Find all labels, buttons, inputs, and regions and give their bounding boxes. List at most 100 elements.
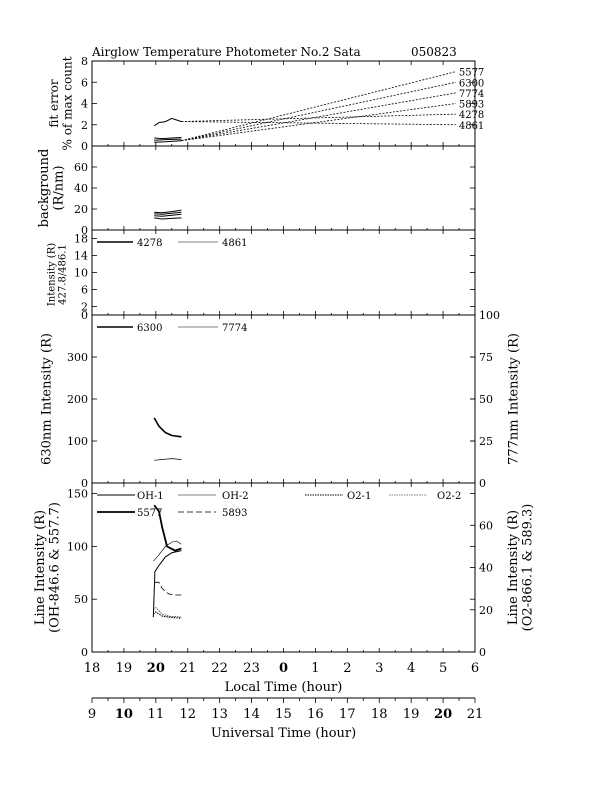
y-axis-label: fit error% of max count bbox=[47, 56, 74, 150]
background-line bbox=[154, 213, 182, 217]
local-time-tick-label: 1 bbox=[311, 661, 319, 676]
local-time-tick-label: 18 bbox=[84, 661, 101, 676]
y-tick-label: 0 bbox=[81, 224, 88, 237]
fit-error-line bbox=[154, 140, 182, 143]
local-time-tick-label: 23 bbox=[243, 661, 260, 676]
local-time-tick-label: 3 bbox=[375, 661, 383, 676]
y-tick-label: 4 bbox=[81, 98, 88, 111]
y-axis-label-line: fit error bbox=[47, 79, 61, 127]
y-axis-label-line: 630nm Intensity (R) bbox=[40, 333, 55, 465]
y-tick-label: 40 bbox=[74, 182, 88, 195]
y-tick-label: 6 bbox=[81, 284, 88, 297]
guide-line bbox=[181, 103, 456, 142]
y-axis-label: 630nm Intensity (R) bbox=[40, 333, 55, 465]
universal-time-tick-label: 19 bbox=[403, 707, 420, 722]
background-line bbox=[154, 209, 182, 214]
y-right-tick-label: 25 bbox=[479, 435, 493, 448]
y-tick-label: 0 bbox=[81, 309, 88, 322]
panel-intensity-427-486: 02 6 10 14 18 Intensity (R)427.8/486.1 4278 486… bbox=[47, 229, 476, 322]
legend-label: 4861 bbox=[222, 238, 247, 249]
y-tick-label: 100 bbox=[67, 435, 88, 448]
y-tick-label: 20 bbox=[74, 203, 88, 216]
y-axis-label: Intensity (R)427.8/486.1 bbox=[47, 243, 69, 306]
series-6300-line bbox=[153, 417, 182, 438]
local-time-tick-label: 19 bbox=[116, 661, 133, 676]
series-oh-2-line bbox=[153, 540, 182, 562]
y-right-tick-label: 40 bbox=[479, 562, 493, 575]
y-axis-label-line: (OH-846.6 & 557.7) bbox=[47, 502, 62, 633]
y-axis-label-line: 427.8/486.1 bbox=[58, 244, 69, 305]
legend-label: O2-2 bbox=[437, 491, 461, 502]
local-time-tick-label: 21 bbox=[179, 661, 196, 676]
y-tick-label: 100 bbox=[67, 540, 88, 553]
guide-line bbox=[181, 71, 456, 142]
series-o2-1-line bbox=[152, 611, 182, 619]
local-time-tick-label: 2 bbox=[343, 661, 351, 676]
local-time-tick-label: 20 bbox=[147, 661, 165, 676]
y-axis-label-line: background bbox=[37, 149, 52, 228]
universal-time-tick-label: 14 bbox=[243, 707, 260, 722]
guide-label: 6300 bbox=[459, 78, 484, 89]
guide-label: 7774 bbox=[459, 89, 484, 100]
y-tick-label: 14 bbox=[74, 250, 88, 263]
universal-time-tick-label: 18 bbox=[371, 707, 388, 722]
local-time-tick-label: 0 bbox=[279, 661, 288, 676]
y-tick-label: 8 bbox=[81, 55, 88, 68]
y-right-tick-label: 100 bbox=[479, 309, 500, 322]
y-tick-label: 10 bbox=[74, 267, 88, 280]
legend-label: 7774 bbox=[222, 323, 247, 334]
panel-fit-error: 0 2 4 6 8 fit error% of max count 557763007774… bbox=[47, 55, 484, 153]
series-5577-line bbox=[153, 504, 182, 552]
universal-time-tick-label: 21 bbox=[467, 707, 484, 722]
universal-time-tick-label: 20 bbox=[434, 707, 452, 722]
universal-time-tick-label: 16 bbox=[307, 707, 324, 722]
y-axis-right-label: 777nm Intensity (R) bbox=[507, 333, 522, 465]
local-time-tick-label: 6 bbox=[471, 661, 479, 676]
universal-time-axis-label: Universal Time (hour) bbox=[211, 726, 356, 741]
y-tick-label: 2 bbox=[81, 119, 88, 132]
y-tick-label: 0 bbox=[81, 646, 88, 659]
series-7774-line bbox=[154, 458, 182, 461]
legend-label: 5577 bbox=[137, 508, 162, 519]
panel-background: 0 20 40 60 background(R/nm) bbox=[37, 145, 476, 237]
panel-intensity-630-777: 0 100 200 300 0 25 50 75 100 630nm Intensity (R) 7… bbox=[40, 309, 522, 490]
y-axis-label-line: (R/nm) bbox=[51, 165, 66, 210]
universal-time-tick-label: 17 bbox=[339, 707, 356, 722]
y-right-tick-label: 20 bbox=[479, 604, 493, 617]
y-tick-label: 60 bbox=[74, 161, 88, 174]
universal-time-tick-label: 13 bbox=[211, 707, 228, 722]
guide-label: 5893 bbox=[459, 100, 484, 111]
y-tick-label: 50 bbox=[74, 593, 88, 606]
guide-line bbox=[181, 121, 456, 126]
legend-label: 5893 bbox=[222, 508, 247, 519]
guide-label: 5577 bbox=[459, 68, 484, 79]
universal-time-tick-label: 11 bbox=[148, 707, 165, 722]
legend-label: O2-1 bbox=[347, 491, 371, 502]
legend-label: OH-2 bbox=[222, 491, 249, 502]
y-right-tick-label: 0 bbox=[479, 477, 486, 490]
y-right-tick-label: 60 bbox=[479, 519, 493, 532]
y-axis-right-label: Line Intensity (R)(O2-866.1 & 589.3) bbox=[506, 504, 535, 632]
panel-frame bbox=[91, 314, 476, 484]
guide-label: 4861 bbox=[459, 121, 484, 132]
local-time-tick-label: 22 bbox=[211, 661, 228, 676]
fit-error-line bbox=[154, 137, 182, 140]
y-right-tick-label: 0 bbox=[479, 646, 486, 659]
y-axis-label: Line Intensity (R)(OH-846.6 & 557.7) bbox=[33, 502, 62, 633]
y-axis-right-label-line: 777nm Intensity (R) bbox=[507, 333, 522, 465]
universal-time-tick-label: 10 bbox=[115, 707, 133, 722]
background-line bbox=[154, 211, 182, 215]
series-oh-1-line bbox=[152, 550, 182, 618]
local-time-tick-label: 4 bbox=[407, 661, 415, 676]
y-tick-label: 18 bbox=[74, 233, 88, 246]
guide-line bbox=[181, 92, 456, 142]
guide-line bbox=[181, 81, 456, 142]
y-axis-label-line: Intensity (R) bbox=[47, 243, 58, 306]
y-axis-label-line: Line Intensity (R) bbox=[33, 510, 48, 625]
guide-line bbox=[181, 113, 456, 122]
y-right-tick-label: 75 bbox=[479, 351, 493, 364]
panel-frame bbox=[91, 145, 476, 231]
series-5893-line bbox=[154, 581, 182, 596]
